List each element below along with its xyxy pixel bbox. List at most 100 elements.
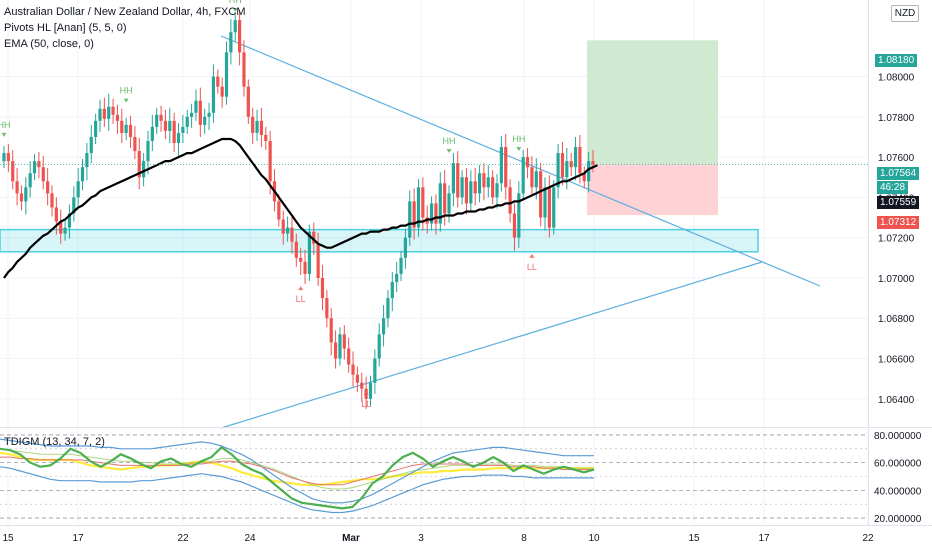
candle-body [233,20,237,33]
candle-body [299,257,303,262]
candle-body [102,108,106,119]
candle-body [421,187,425,218]
candle-body [120,120,124,133]
signal-line [0,456,594,486]
legend-pivots-hl[interactable]: Pivots HL [Anan] (5, 5, 0) [4,22,127,34]
currency-badge[interactable]: NZD [891,5,919,22]
candle-body [294,241,298,258]
ema-50 [3,137,598,279]
tdigm-oscillator [0,434,868,519]
candle-body [390,281,394,299]
candle-body [59,221,63,234]
candle-body [11,161,15,182]
candle-body [381,318,386,335]
candle-body [268,140,272,182]
osc-tick-label: 40.000000 [874,486,922,497]
price-tick-label: 1.06600 [878,355,915,366]
chart-title[interactable]: Australian Dollar / New Zealand Dollar, … [4,6,246,18]
time-tick-label: 22 [177,533,189,544]
candle-body [41,167,45,182]
candle-body [89,136,93,154]
candle-body [408,201,412,238]
candle-body [347,348,351,365]
candle-body [451,163,455,194]
candle-body [181,126,185,133]
legend-ema[interactable]: EMA (50, close, 0) [4,38,94,50]
candle-body [373,358,377,383]
pivot-marker [298,286,304,291]
candle-body [259,120,264,135]
candle-body [486,177,490,188]
candle-body [54,207,58,222]
pivot-marker [123,98,129,103]
candle-body [2,153,6,162]
candle-body [460,177,464,198]
price-tick-label: 1.06800 [878,314,915,325]
candle-body [495,183,499,198]
time-tick-label: 24 [244,533,256,544]
candle-body [573,147,578,168]
candle-body [176,132,181,144]
candle-body [491,177,495,198]
long-position-tool[interactable] [587,40,718,216]
candle-body [464,177,469,204]
candle-body [251,116,255,133]
candle-body [320,277,325,299]
ema-line [3,137,598,279]
candle-body [438,183,442,224]
candle-body [63,227,67,234]
candle-body [333,342,338,359]
candle-body [24,187,28,202]
candle-body [146,140,150,162]
candle-body [504,147,508,188]
time-tick-label: 15 [2,533,14,544]
candle-body [591,161,595,165]
candle-body [246,86,250,117]
candles [2,10,595,409]
candle-body [72,197,76,214]
candle-body [133,136,137,152]
candle-body [469,181,473,204]
candle-body [67,213,72,228]
lower-band-line [0,466,594,514]
candle-body [76,181,80,198]
candle-body [150,126,154,141]
candle-body [386,298,390,319]
price-tick-label: 1.07600 [878,153,915,164]
candle-body [207,112,211,117]
trendlines[interactable] [220,35,821,429]
candle-body [85,153,89,168]
candle-body [124,124,128,133]
candle-body [168,120,172,131]
candle-body [587,161,591,182]
candle-body [338,334,342,359]
target-zone [587,40,718,165]
candle-body [429,203,434,224]
candle-body [111,106,115,115]
support-zone[interactable] [0,228,759,253]
candle-body [521,157,525,194]
legend-tdigm[interactable]: TDIGM (13, 34, 7, 2) [4,436,105,448]
time-tick-label: 15 [688,533,700,544]
price-tick-label: 1.06400 [878,395,915,406]
candle-body [285,227,290,234]
time-tick-label: 22 [862,533,874,544]
candle-body [32,161,37,174]
candle-body [547,187,551,228]
candle-body [316,243,320,278]
candle-body [229,32,233,53]
candle-body [360,382,364,389]
time-tick-label: 10 [588,533,600,544]
candle-body [211,76,216,113]
candle-body [224,52,229,97]
candle-body [329,318,333,343]
candle-body [530,167,534,188]
candle-body [517,193,521,238]
candle-body [37,161,41,168]
candle-body [238,20,242,53]
candle-body [482,173,486,188]
candle-body [477,173,482,194]
pivot-label: LL [296,294,306,304]
